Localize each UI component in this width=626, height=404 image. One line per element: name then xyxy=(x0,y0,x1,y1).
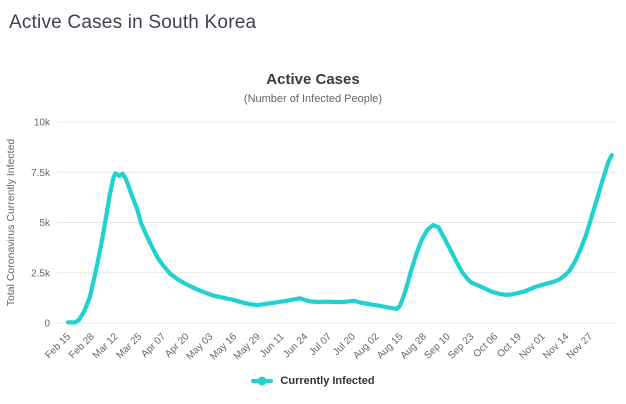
chart-subtitle: (Number of Infected People) xyxy=(243,93,383,105)
x-tick-label: Jun 11 xyxy=(258,331,287,360)
series-line-currently-infected[interactable] xyxy=(65,153,614,325)
chart-title: Active Cases xyxy=(266,71,360,88)
x-tick-label: Mar 25 xyxy=(115,331,145,361)
legend-series-marker xyxy=(251,376,274,386)
x-tick-label: Sep 23 xyxy=(446,331,476,361)
page-title: Active Cases in South Korea xyxy=(9,12,257,33)
y-axis-title: Total Coronavirus Currently Infected xyxy=(5,139,17,307)
y-tick-label: 2.5k xyxy=(31,268,51,279)
x-tick-label: Jul 07 xyxy=(307,331,334,358)
x-tick-label: Apr 07 xyxy=(139,331,168,360)
legend-marker-dot-icon xyxy=(257,376,267,386)
x-tick-label: May 29 xyxy=(232,331,263,362)
y-tick-label: 0 xyxy=(44,319,50,330)
x-tick-label: Feb 15 xyxy=(43,331,73,361)
legend-label: Currently Infected xyxy=(280,375,375,387)
y-tick-label: 10k xyxy=(34,118,51,129)
y-tick-label: 7.5k xyxy=(31,168,51,179)
x-tick-label: Jun 24 xyxy=(281,331,310,360)
legend-item-currently-infected[interactable]: Currently Infected xyxy=(251,375,375,387)
x-tick-label: Nov 27 xyxy=(565,331,595,361)
x-tick-label: Oct 06 xyxy=(472,331,501,360)
y-tick-label: 5k xyxy=(39,218,51,229)
legend: Currently Infected xyxy=(0,375,626,387)
x-tick-label: Feb 28 xyxy=(67,331,97,361)
